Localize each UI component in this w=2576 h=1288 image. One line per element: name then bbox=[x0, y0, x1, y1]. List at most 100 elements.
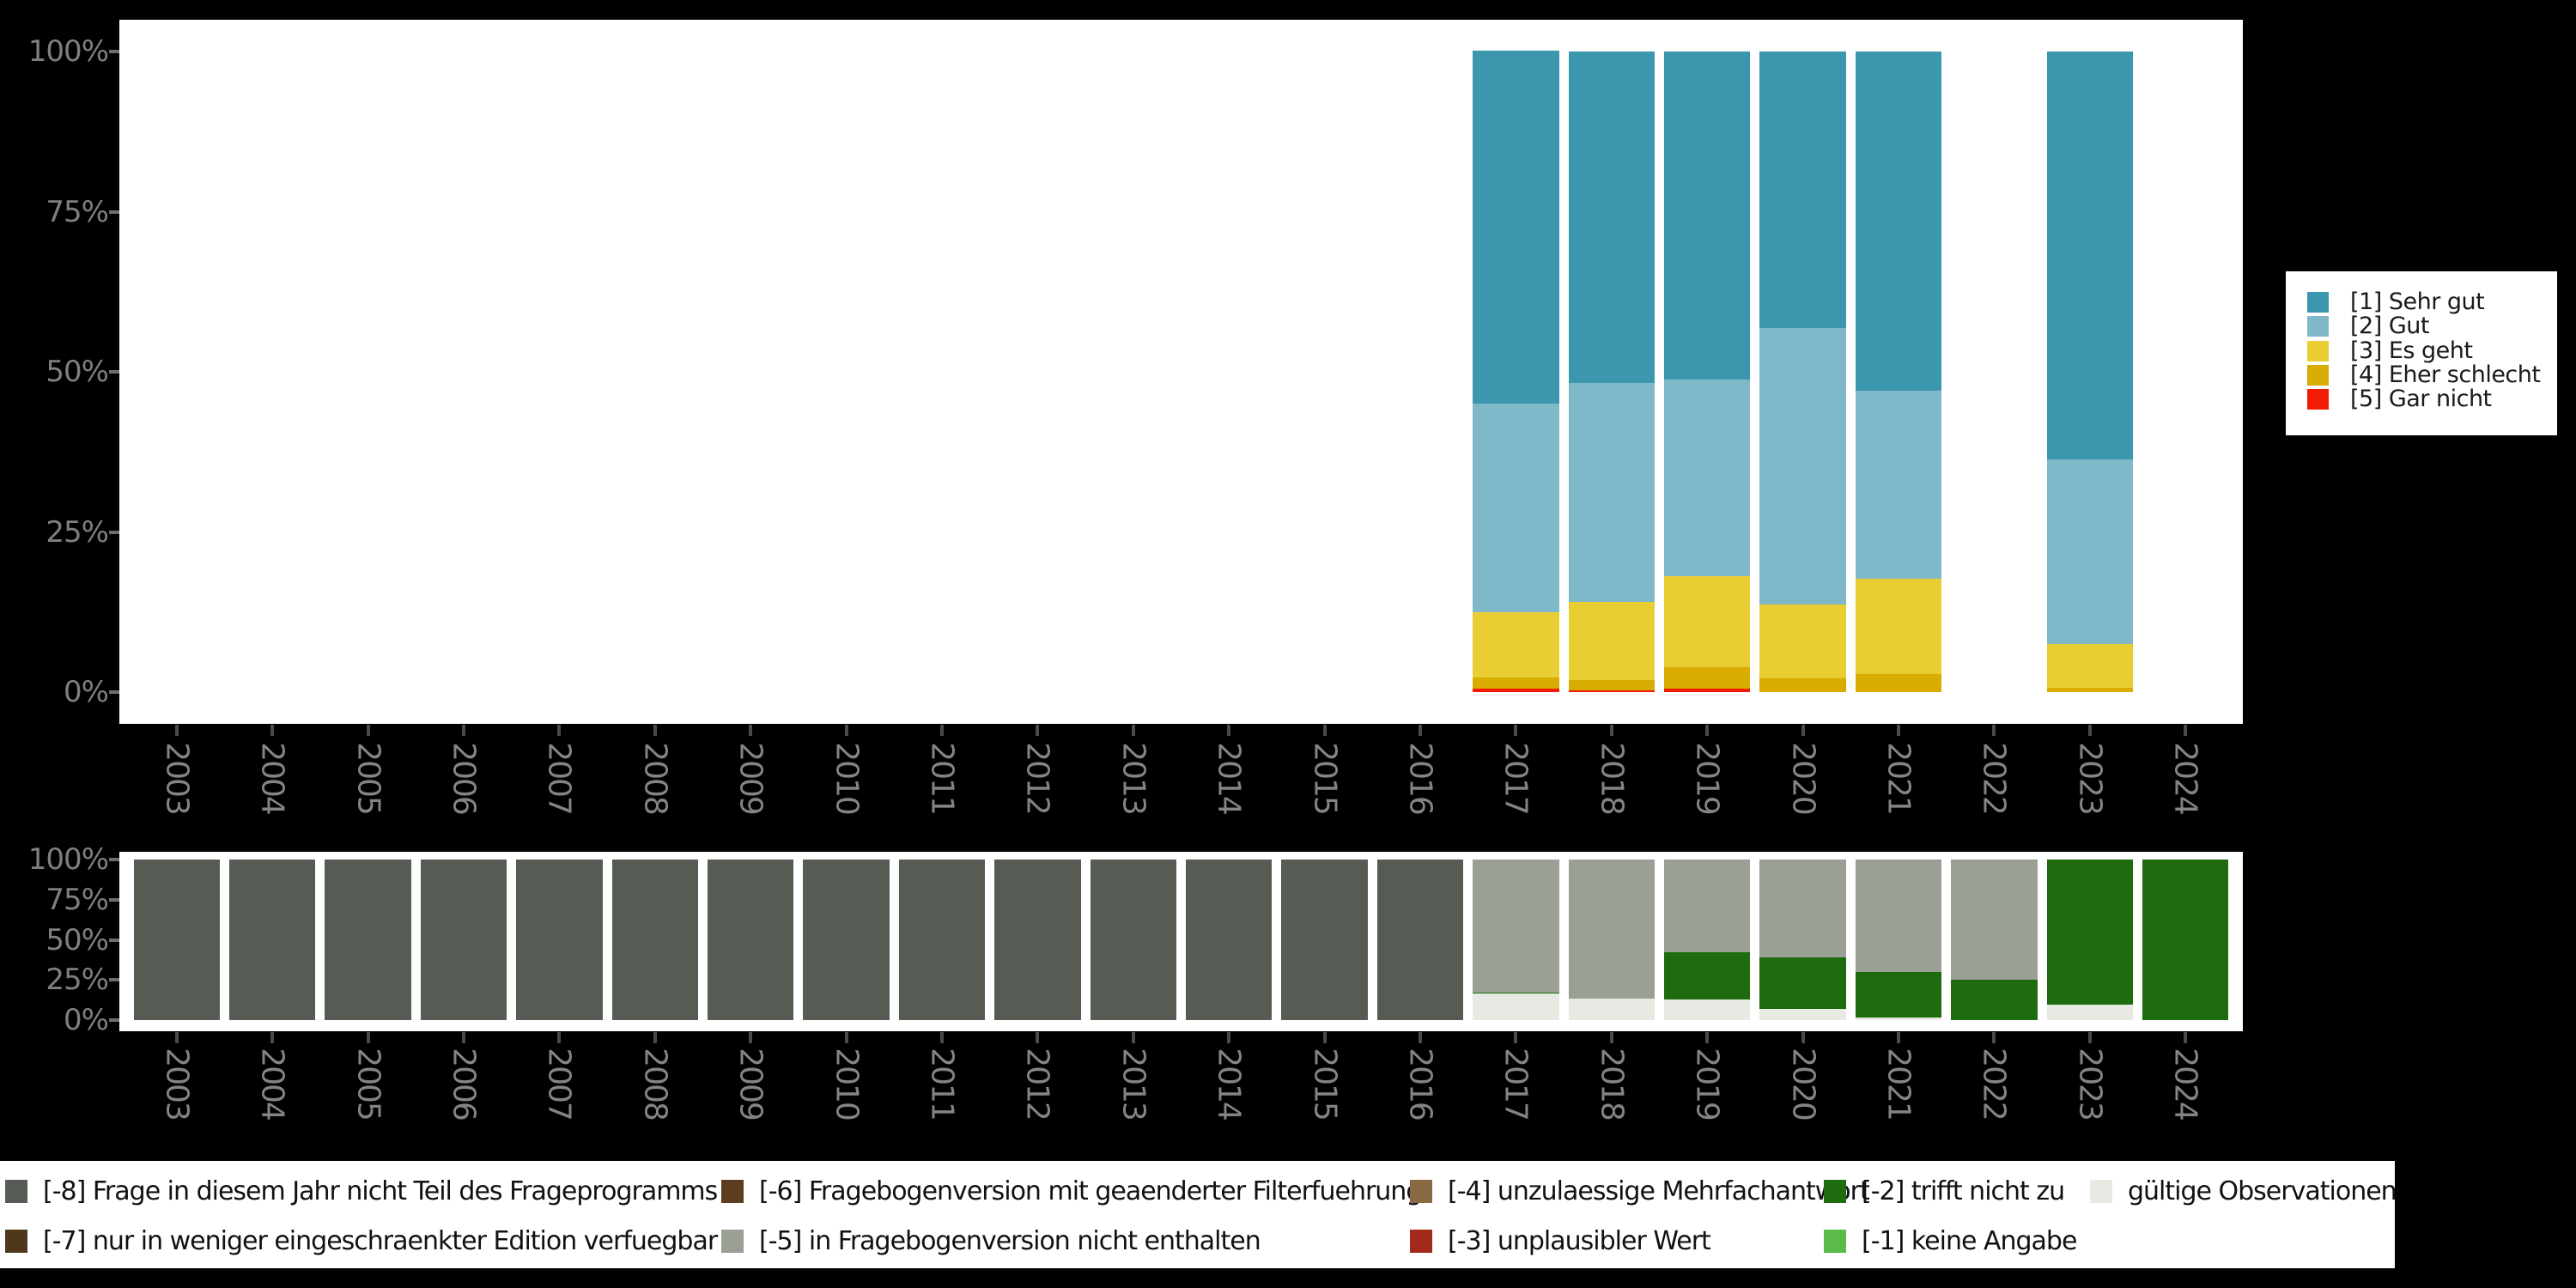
x-axis-tick bbox=[1609, 1032, 1613, 1043]
y-axis-tick-label: 75% bbox=[46, 882, 109, 917]
legend-swatch bbox=[1410, 1230, 1432, 1253]
x-axis-tick bbox=[557, 1032, 562, 1043]
year-label: 2008 bbox=[637, 1048, 673, 1120]
bar-segment bbox=[1759, 957, 1846, 1009]
year-label: 2015 bbox=[1307, 742, 1343, 814]
bar-segment bbox=[898, 860, 986, 1020]
x-axis-tick bbox=[844, 725, 848, 736]
bar-segment bbox=[2046, 687, 2133, 692]
bar-segment bbox=[2046, 860, 2133, 1005]
x-axis-tick bbox=[1227, 725, 1231, 736]
legend-item: [2] Gut bbox=[2286, 314, 2557, 338]
legend-label: gültige Observationen bbox=[2128, 1176, 2397, 1206]
legend-swatch bbox=[721, 1180, 744, 1203]
year-label: 2024 bbox=[2167, 742, 2203, 814]
bar-segment bbox=[1473, 611, 1559, 677]
x-axis-tick bbox=[1036, 1032, 1040, 1043]
bar-segment bbox=[516, 860, 603, 1020]
y-axis-tick-label: 50% bbox=[46, 922, 109, 957]
bar-segment bbox=[1855, 52, 1942, 391]
year-label: 2018 bbox=[1594, 1048, 1630, 1120]
bar-segment bbox=[1664, 860, 1751, 953]
bar-segment bbox=[1951, 860, 2038, 981]
x-axis-tick bbox=[2087, 725, 2092, 736]
bar-segment bbox=[1759, 860, 1846, 957]
x-axis-tick bbox=[1322, 725, 1327, 736]
legend-label: [5] Gar nicht bbox=[2350, 386, 2492, 413]
y-axis-tick-label: 100% bbox=[27, 842, 109, 877]
year-label: 2010 bbox=[829, 742, 865, 814]
bar-segment bbox=[1759, 1008, 1846, 1020]
year-label: 2015 bbox=[1307, 1048, 1343, 1120]
bar-segment bbox=[1855, 578, 1942, 675]
x-axis-tick bbox=[462, 1032, 465, 1043]
x-axis-tick bbox=[1609, 725, 1613, 736]
year-label: 2012 bbox=[1019, 1048, 1055, 1120]
bar-segment bbox=[1664, 999, 1751, 1020]
bottom-chart-panel bbox=[119, 852, 2243, 1031]
legend-swatch bbox=[2307, 316, 2329, 337]
y-axis-tick-label: 75% bbox=[46, 194, 109, 229]
legend-swatch bbox=[721, 1230, 744, 1253]
year-label: 2009 bbox=[732, 742, 769, 814]
x-axis-tick bbox=[1801, 1032, 1805, 1043]
x-axis-tick bbox=[462, 725, 465, 736]
legend-swatch bbox=[2090, 1180, 2112, 1203]
y-axis-tick bbox=[109, 1018, 119, 1023]
year-label: 2012 bbox=[1019, 742, 1055, 814]
bar-segment bbox=[1473, 688, 1559, 692]
y-axis-tick-label: 0% bbox=[64, 1003, 109, 1038]
bar-segment bbox=[2142, 860, 2229, 1020]
legend-label: [-3] unplausibler Wert bbox=[1448, 1226, 1711, 1256]
year-label: 2008 bbox=[637, 742, 673, 814]
year-label: 2014 bbox=[1211, 742, 1247, 814]
bar-segment bbox=[1568, 601, 1655, 680]
bar-segment bbox=[325, 860, 411, 1020]
year-label: 2019 bbox=[1689, 742, 1725, 814]
bar-segment bbox=[133, 860, 220, 1020]
x-axis-tick bbox=[1227, 1032, 1231, 1043]
legend-label: [-6] Fragebogenversion mit geaenderter F… bbox=[759, 1176, 1422, 1206]
legend-label: [-5] in Fragebogenversion nicht enthalte… bbox=[759, 1226, 1261, 1256]
legend-swatch bbox=[2307, 389, 2329, 410]
year-label: 2023 bbox=[2072, 1048, 2108, 1120]
year-label: 2004 bbox=[254, 742, 290, 814]
year-label: 2017 bbox=[1498, 1048, 1534, 1120]
year-label: 2003 bbox=[159, 742, 195, 814]
year-label: 2021 bbox=[1880, 742, 1917, 814]
year-label: 2011 bbox=[924, 742, 960, 814]
year-label: 2014 bbox=[1211, 1048, 1247, 1120]
y-axis-tick bbox=[109, 210, 119, 214]
y-axis-tick-label: 50% bbox=[46, 355, 109, 389]
bar-segment bbox=[1664, 575, 1751, 667]
year-label: 2005 bbox=[350, 1048, 386, 1120]
x-axis-tick bbox=[1322, 1032, 1327, 1043]
legend-swatch bbox=[5, 1180, 27, 1203]
bar-segment bbox=[1759, 52, 1846, 329]
bar-segment bbox=[1473, 860, 1559, 993]
year-label: 2009 bbox=[732, 1048, 769, 1120]
year-label: 2023 bbox=[2072, 742, 2108, 814]
year-label: 2016 bbox=[1402, 742, 1438, 814]
year-label: 2021 bbox=[1880, 1048, 1917, 1120]
bar-segment bbox=[1568, 679, 1655, 690]
year-label: 2016 bbox=[1402, 1048, 1438, 1120]
bar-segment bbox=[1568, 690, 1655, 692]
legend-label: [-4] unzulaessige Mehrfachantwort bbox=[1448, 1176, 1870, 1206]
x-axis-tick bbox=[1992, 725, 1996, 736]
bar-segment bbox=[1473, 404, 1559, 612]
year-label: 2007 bbox=[541, 1048, 577, 1120]
y-axis-tick-label: 25% bbox=[46, 963, 109, 998]
x-axis-tick bbox=[1992, 1032, 1996, 1043]
x-axis-tick bbox=[1705, 1032, 1710, 1043]
legend-swatch bbox=[2307, 364, 2329, 386]
x-axis-tick bbox=[174, 1032, 179, 1043]
year-label: 2013 bbox=[1115, 1048, 1151, 1120]
bar-segment bbox=[1664, 952, 1751, 1000]
bar-segment bbox=[1568, 383, 1655, 602]
year-label: 2020 bbox=[1785, 742, 1821, 814]
legend-swatch bbox=[1824, 1180, 1846, 1203]
year-label: 2004 bbox=[254, 1048, 290, 1120]
bar-segment bbox=[1090, 860, 1176, 1020]
